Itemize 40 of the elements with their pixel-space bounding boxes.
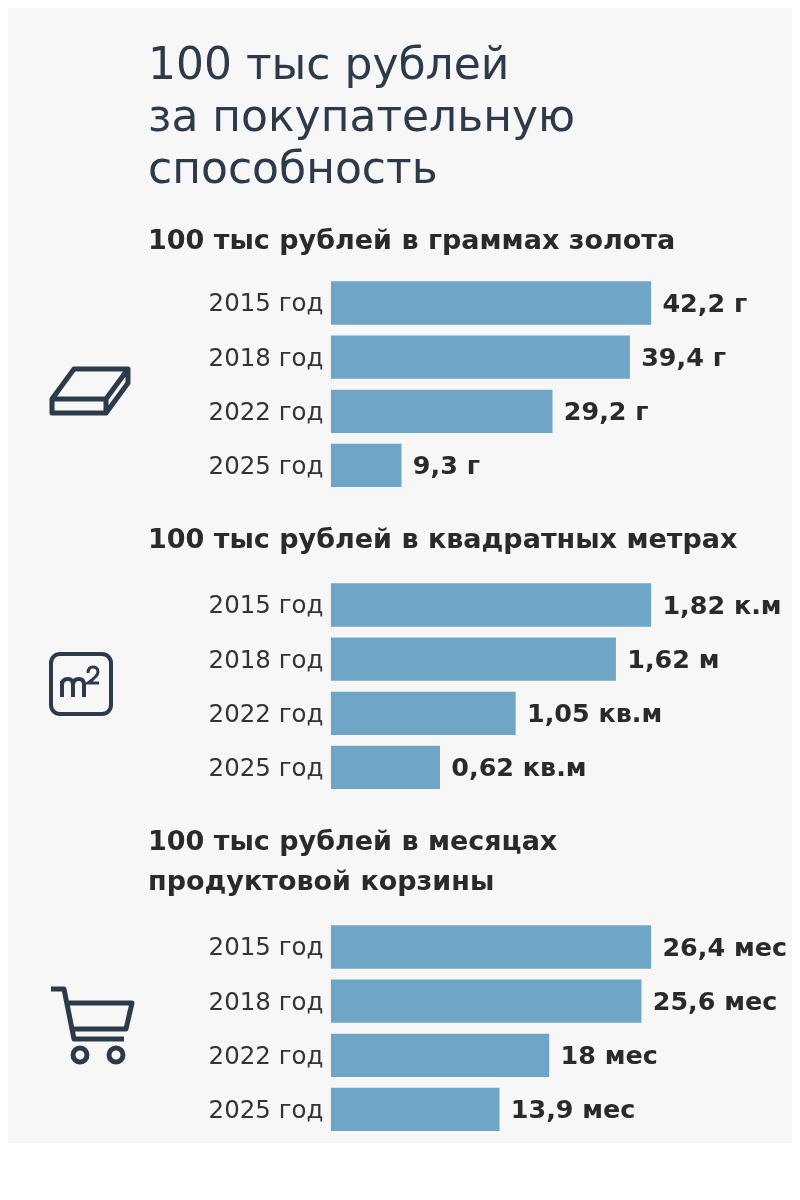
bar — [330, 745, 440, 790]
bar — [330, 583, 651, 627]
y-tick-label: 2018 год — [208, 986, 323, 1016]
y-tick-label: 2025 год — [208, 1094, 323, 1124]
bar — [330, 1087, 500, 1132]
chart-title: 100 тыс рублей в квадратных метрах — [148, 522, 739, 556]
y-tick-label: 2018 год — [208, 644, 323, 674]
bar — [330, 979, 642, 1023]
bar — [330, 389, 553, 433]
data-label: 18 мес — [560, 1040, 658, 1071]
y-tick-label: 2018 год — [208, 342, 323, 372]
y-tick-label: 2025 год — [208, 752, 323, 782]
data-label: 26,4 мес — [662, 932, 787, 963]
chart-title: 100 тыс рублей за покупательную способность — [148, 38, 576, 194]
chart-subtitle: 100 тыс рублей в граммах золота — [148, 224, 677, 255]
y-tick-label: 2022 год — [208, 1040, 323, 1070]
y-tick-label: 2015 год — [208, 932, 323, 962]
y-tick-label: 2015 год — [208, 288, 323, 318]
bar — [330, 691, 516, 735]
data-label: 1,05 кв.м — [526, 698, 662, 729]
bar — [330, 335, 630, 379]
data-label: 1,62 м — [626, 644, 720, 675]
bar — [330, 443, 402, 488]
y-tick-label: 2015 год — [208, 590, 323, 620]
data-label: 25,6 мес — [652, 986, 777, 1017]
y-tick-label: 2022 год — [208, 698, 323, 728]
data-label: 1,82 к.м — [662, 590, 782, 621]
data-label: 0,62 кв.м — [450, 752, 587, 783]
data-label: 29,2 г — [563, 396, 649, 427]
bar — [330, 1033, 549, 1077]
y-tick-label: 2022 год — [208, 396, 323, 426]
bar — [330, 281, 651, 325]
data-label: 39,4 г — [640, 342, 726, 373]
data-label: 13,9 мес — [510, 1094, 636, 1125]
chart-title: 100 тыс рублей в месяцах продуктовой корзины — [148, 824, 559, 898]
data-label: 42,2 г — [662, 288, 747, 319]
bar — [330, 925, 651, 969]
y-tick-label: 2025 год — [208, 450, 323, 480]
bar — [330, 637, 616, 681]
data-label: 9,3 г — [412, 450, 480, 481]
